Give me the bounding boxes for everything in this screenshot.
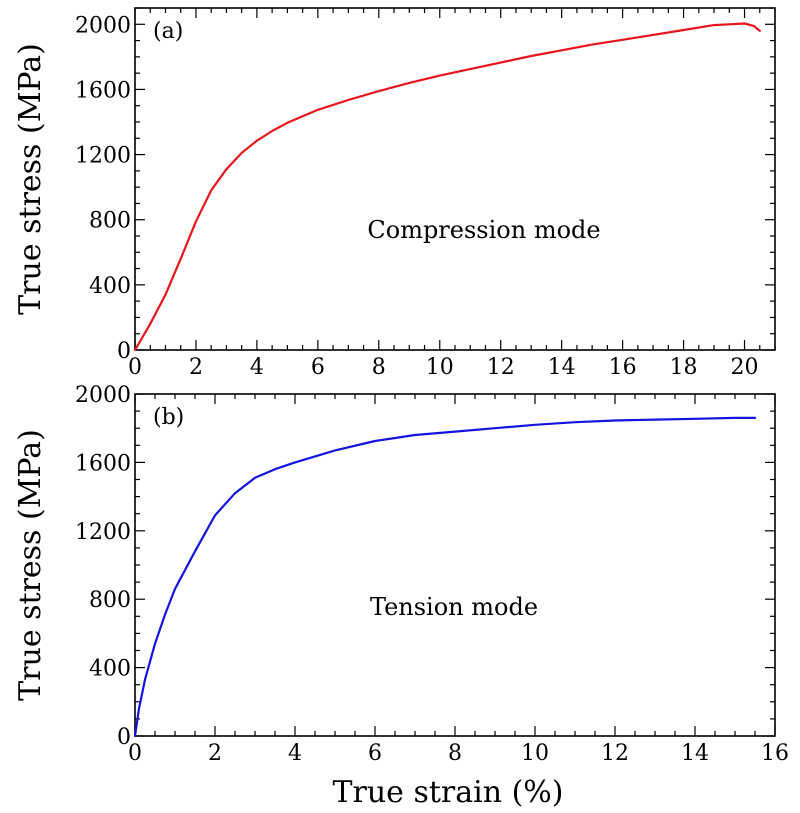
x-axis-label: True strain (%) bbox=[332, 775, 563, 810]
y-tick-label: 400 bbox=[89, 274, 131, 299]
y-tick-label: 1200 bbox=[75, 144, 131, 169]
plot-frame bbox=[134, 393, 776, 737]
y-axis-label: True stress (MPa) bbox=[13, 429, 48, 701]
data-series-line bbox=[133, 416, 757, 738]
y-tick-label: 400 bbox=[89, 657, 131, 682]
x-tick-label: 0 bbox=[128, 355, 142, 380]
x-tick-label: 10 bbox=[521, 741, 549, 766]
x-tick-label: 8 bbox=[448, 741, 462, 766]
y-tick-label: 2000 bbox=[75, 13, 131, 38]
x-tick-label: 10 bbox=[426, 355, 454, 380]
panel-label: (a) bbox=[153, 19, 183, 44]
y-tick-label: 2000 bbox=[75, 383, 131, 408]
x-tick-label: 16 bbox=[609, 355, 637, 380]
x-tick-label: 2 bbox=[189, 355, 203, 380]
x-tick-label: 20 bbox=[731, 355, 759, 380]
y-tick-label: 0 bbox=[117, 725, 131, 750]
y-axis-label: True stress (MPa) bbox=[13, 43, 48, 315]
mode-annotation: Tension mode bbox=[370, 593, 538, 621]
y-tick-label: 0 bbox=[117, 339, 131, 364]
y-tick-label: 1600 bbox=[75, 78, 131, 103]
x-tick-label: 4 bbox=[288, 741, 302, 766]
x-tick-label: 14 bbox=[548, 355, 576, 380]
y-tick-label: 1600 bbox=[75, 451, 131, 476]
x-tick-label: 18 bbox=[670, 355, 698, 380]
x-tick-label: 2 bbox=[208, 741, 222, 766]
x-tick-label: 0 bbox=[128, 741, 142, 766]
plot-frame bbox=[134, 7, 776, 351]
x-tick-label: 6 bbox=[368, 741, 382, 766]
x-tick-label: 12 bbox=[487, 355, 515, 380]
x-tick-label: 16 bbox=[761, 741, 789, 766]
x-tick-label: 8 bbox=[372, 355, 386, 380]
x-tick-label: 12 bbox=[601, 741, 629, 766]
x-tick-label: 4 bbox=[250, 355, 264, 380]
panel-b-tension: 0 2 4 6 8 10 12 14 16 0 400 800 1200 1600 2000 True str… bbox=[13, 383, 789, 766]
mode-annotation: Compression mode bbox=[367, 216, 600, 244]
x-tick-label: 6 bbox=[311, 355, 325, 380]
panel-a-compression: 0 2 4 6 8 10 12 14 16 18 20 0 400 800 1200 1600 2000 True… bbox=[13, 7, 776, 380]
y-tick-label: 1200 bbox=[75, 520, 131, 545]
y-tick-label: 800 bbox=[89, 209, 131, 234]
y-tick-label: 800 bbox=[89, 588, 131, 613]
panel-label: (b) bbox=[153, 405, 184, 430]
x-tick-label: 14 bbox=[681, 741, 709, 766]
data-series-line bbox=[133, 22, 761, 352]
